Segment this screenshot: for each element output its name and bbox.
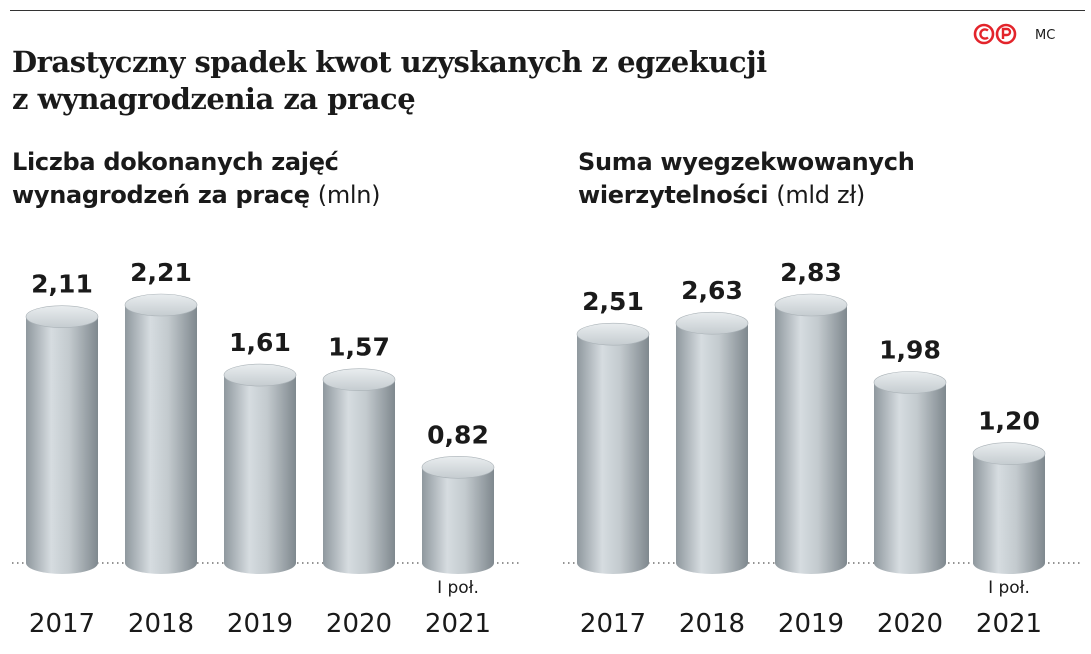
top-rule — [10, 10, 1085, 11]
left-bar-2020 — [322, 368, 396, 574]
left-chart-unit: (mln) — [317, 181, 381, 209]
right-value-label-2020: 1,98 — [879, 335, 941, 364]
right-bar-2020 — [873, 371, 947, 574]
left-chart: 2,11 2017 2,21 2018 1,61 2019 1,57 2020 0,82 2021… — [12, 258, 520, 639]
right-year-label-2018: 2018 — [679, 609, 745, 639]
left-value-label-2017: 2,11 — [31, 270, 93, 299]
right-year-label-2020: 2020 — [877, 609, 943, 639]
left-bar-2018 — [124, 293, 198, 574]
right-value-label-2021: 1,20 — [978, 407, 1040, 436]
left-bar-2021 — [421, 455, 495, 574]
right-value-label-2017: 2,51 — [582, 287, 644, 316]
left-year-label-2017: 2017 — [29, 609, 95, 639]
left-year-label-2020: 2020 — [326, 609, 392, 639]
copyright-c-icon — [973, 23, 995, 45]
left-bar-2017 — [25, 305, 99, 574]
right-bar-2021 — [972, 442, 1046, 574]
left-value-label-2019: 1,61 — [229, 328, 291, 357]
copyright-p-icon — [995, 23, 1017, 45]
logo-text: MC — [1035, 28, 1055, 43]
left-period-note-2021: I poł. — [437, 578, 479, 598]
right-year-label-2021: 2021 — [976, 609, 1042, 639]
left-bar-2019 — [223, 363, 297, 574]
left-value-label-2020: 1,57 — [328, 333, 390, 362]
left-year-label-2021: 2021 — [425, 609, 491, 639]
publisher-logo: MC — [973, 23, 1055, 45]
right-period-note-2021: I poł. — [988, 578, 1030, 598]
left-chart-subtitle: Liczba dokonanych zajęć wynagrodzeń za pr… — [12, 146, 532, 212]
right-chart-unit: (mld zł) — [776, 181, 865, 209]
left-chart-subtitle-text: Liczba dokonanych zajęć wynagrodzeń za pr… — [12, 148, 339, 209]
left-year-label-2019: 2019 — [227, 609, 293, 639]
right-value-label-2019: 2,83 — [780, 258, 842, 287]
right-chart: 2,51 2017 2,63 2018 2,83 2019 1,98 2020 1,20 2021… — [563, 258, 1080, 639]
right-bar-2019 — [774, 293, 848, 574]
right-bar-2017 — [576, 322, 650, 574]
right-year-label-2019: 2019 — [778, 609, 844, 639]
page-title: Drastyczny spadek kwot uzyskanych z egze… — [12, 45, 767, 116]
right-bar-2018 — [675, 311, 749, 574]
left-year-label-2018: 2018 — [128, 609, 194, 639]
right-chart-subtitle-text: Suma wyegzekwowanych wierzytelności — [578, 148, 915, 209]
left-value-label-2018: 2,21 — [130, 258, 192, 287]
right-year-label-2017: 2017 — [580, 609, 646, 639]
right-value-label-2018: 2,63 — [681, 276, 743, 305]
right-chart-subtitle: Suma wyegzekwowanych wierzytelności (mld … — [578, 146, 1078, 212]
left-value-label-2021: 0,82 — [427, 420, 489, 449]
